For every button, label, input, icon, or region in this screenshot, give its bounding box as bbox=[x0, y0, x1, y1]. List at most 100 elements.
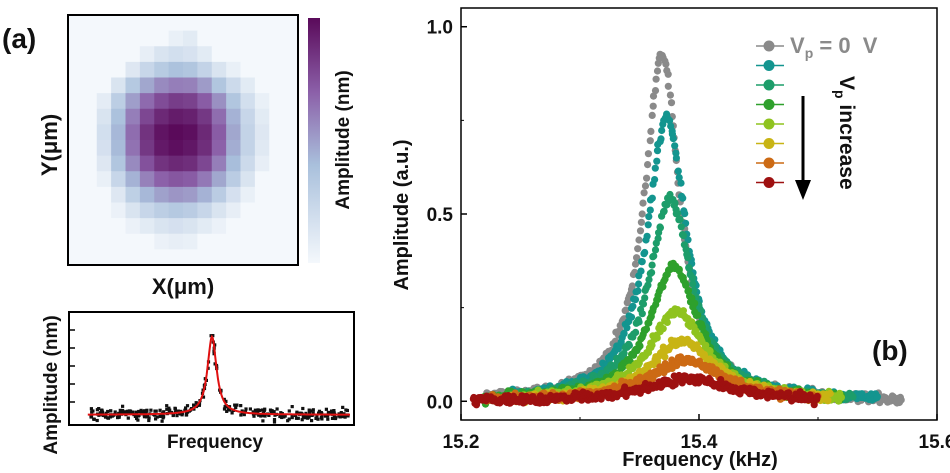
heatmap-cell bbox=[240, 93, 256, 110]
heatmap-cell bbox=[154, 186, 170, 204]
heatmap-cell bbox=[283, 171, 299, 188]
panel-b-xlabel: Frequency (kHz) bbox=[622, 449, 778, 471]
data-point bbox=[648, 111, 656, 119]
heatmap-cell bbox=[254, 93, 270, 110]
heatmap-cell bbox=[197, 124, 213, 141]
panel-a-spectrum: Amplitude (nm) Frequency bbox=[41, 311, 355, 455]
heatmap-cell bbox=[211, 218, 227, 235]
spectrum-point bbox=[280, 414, 284, 418]
spectrum-point bbox=[158, 408, 162, 412]
heatmap-cell bbox=[68, 186, 83, 204]
heatmap-cell bbox=[183, 15, 198, 32]
heatmap-cell bbox=[226, 140, 242, 157]
data-point bbox=[656, 224, 665, 232]
spectrum-point bbox=[308, 410, 312, 414]
heatmap-cell bbox=[82, 30, 98, 47]
heatmap-cell bbox=[82, 93, 98, 110]
heatmap-cell bbox=[254, 77, 270, 94]
heatmap-cell bbox=[240, 171, 256, 188]
spectrum-point bbox=[185, 404, 190, 408]
spectrum-point bbox=[225, 409, 229, 413]
heatmap-cell bbox=[82, 186, 98, 204]
data-point bbox=[635, 236, 643, 244]
heatmap-cell bbox=[111, 46, 127, 63]
heatmap-cell bbox=[254, 171, 270, 188]
heatmap-cell bbox=[254, 124, 270, 141]
heatmap-cell bbox=[96, 155, 112, 172]
heatmap-cell bbox=[269, 46, 285, 63]
heatmap-cell bbox=[283, 202, 299, 219]
heatmap-cell bbox=[125, 46, 141, 63]
heatmap-cell bbox=[68, 30, 83, 47]
spectrum-point bbox=[228, 408, 232, 412]
heatmap-cell bbox=[139, 46, 155, 63]
spectrum-point bbox=[255, 409, 259, 413]
y-tick-label: 0.5 bbox=[427, 205, 454, 226]
heatmap-frame bbox=[67, 14, 299, 266]
heatmap-cell bbox=[96, 93, 112, 110]
spectrum-fit-line bbox=[87, 334, 350, 416]
heatmap-cell bbox=[211, 140, 227, 157]
spectrum-point bbox=[184, 413, 188, 417]
heatmap-cell bbox=[211, 155, 227, 172]
data-point bbox=[649, 92, 658, 100]
data-point bbox=[659, 325, 667, 333]
spectrum-point bbox=[299, 411, 303, 415]
heatmap-cell bbox=[154, 249, 170, 266]
panel-b-legend bbox=[756, 40, 784, 188]
heatmap-cell bbox=[154, 155, 170, 172]
data-point bbox=[682, 281, 690, 289]
data-point bbox=[691, 299, 699, 307]
spectrum-point bbox=[326, 417, 330, 421]
heatmap-cell bbox=[168, 61, 184, 79]
heatmap-cell bbox=[96, 15, 112, 32]
spectrum-point bbox=[160, 419, 164, 423]
data-point bbox=[690, 287, 698, 295]
heatmap-cell bbox=[226, 77, 242, 94]
heatmap-cell bbox=[154, 77, 170, 94]
heatmap-cell bbox=[125, 233, 141, 250]
spectrum-point bbox=[346, 414, 350, 418]
heatmap-cell bbox=[82, 202, 98, 219]
heatmap-cell bbox=[211, 15, 227, 32]
heatmap-cell bbox=[269, 140, 285, 157]
heatmap-cell bbox=[226, 233, 242, 250]
spectrum-point bbox=[319, 411, 323, 415]
spectrum-point bbox=[244, 407, 248, 411]
heatmap-cell bbox=[283, 108, 299, 125]
heatmap-cell bbox=[183, 77, 198, 94]
heatmap-cell bbox=[168, 186, 184, 204]
heatmap-cell bbox=[197, 249, 213, 266]
heatmap-cell bbox=[254, 218, 270, 235]
data-point bbox=[664, 70, 672, 78]
heatmap-cell bbox=[197, 77, 213, 94]
heatmap-cell bbox=[125, 218, 141, 235]
heatmap-cell bbox=[197, 93, 213, 110]
heatmap-cell bbox=[154, 140, 170, 157]
heatmap-cell bbox=[197, 202, 213, 219]
heatmap-cell bbox=[111, 124, 127, 141]
heatmap-cell bbox=[240, 186, 256, 204]
data-point bbox=[660, 207, 668, 215]
heatmap-cell bbox=[68, 171, 83, 188]
legend-suffix: = 0 V bbox=[813, 33, 878, 58]
heatmap-cell bbox=[68, 202, 83, 219]
data-point bbox=[661, 353, 669, 361]
heatmap-cell bbox=[240, 218, 256, 235]
heatmap-cell bbox=[211, 233, 227, 250]
heatmap-cell bbox=[197, 15, 213, 32]
heatmap-cell bbox=[183, 233, 198, 250]
data-point bbox=[666, 91, 675, 99]
heatmap-cell bbox=[226, 108, 242, 125]
arrow-v: V bbox=[835, 76, 858, 90]
y-tick-label: 0.0 bbox=[427, 392, 453, 413]
heatmap-cell bbox=[82, 249, 98, 266]
data-point bbox=[676, 215, 684, 223]
spectrum-point bbox=[294, 416, 299, 420]
heatmap-cell bbox=[125, 249, 141, 266]
heatmap-cell bbox=[211, 30, 227, 47]
heatmap-cell bbox=[68, 15, 83, 32]
data-point bbox=[640, 189, 648, 197]
heatmap-cell bbox=[154, 233, 170, 250]
